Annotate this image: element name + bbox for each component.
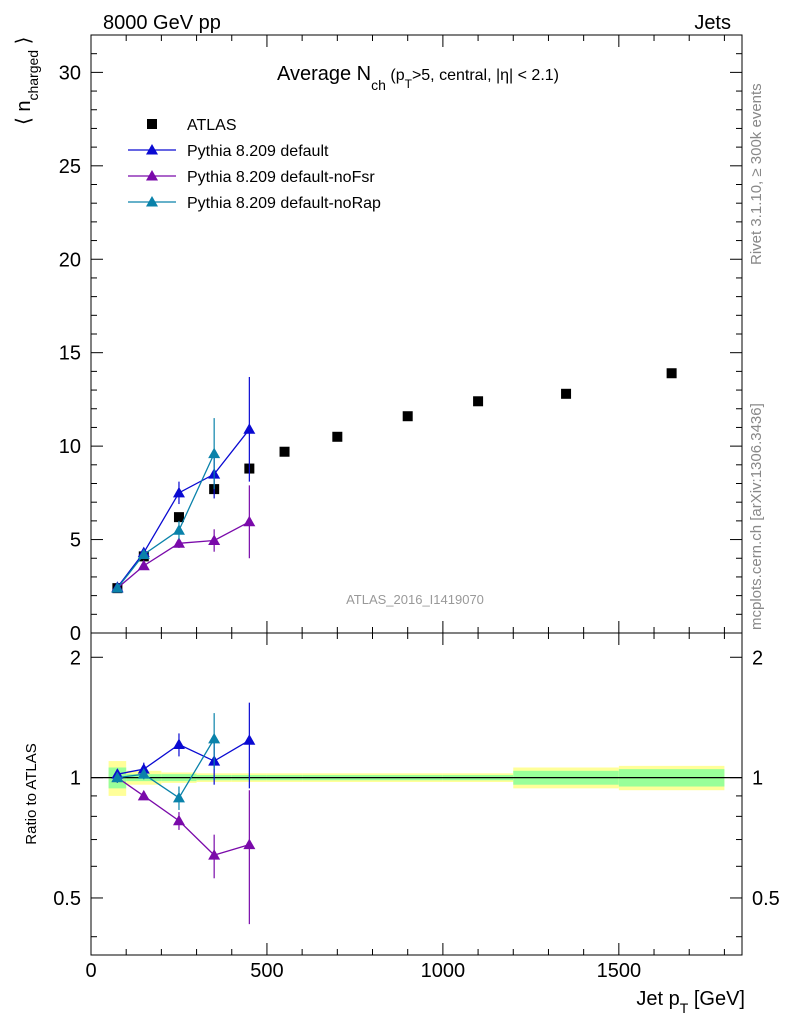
atlas-data-point [473, 396, 484, 407]
title-rest-sub: T [405, 77, 413, 91]
xlabel-main: Jet p [636, 988, 679, 1010]
x-axis-label: Jet pT [GeV] [636, 988, 745, 1016]
mcplots-label: mcplots.cern.ch [arXiv:1306.3436] [748, 403, 765, 630]
legend-label-noFsr: Pythia 8.209 default-noFsr [187, 169, 375, 186]
legend-marker-default [146, 144, 158, 155]
y-tick-label: 5 [70, 530, 81, 552]
ratio-point-noFsr [243, 838, 256, 850]
atlas-data-point [561, 388, 572, 399]
ratio-point-noFsr [208, 849, 221, 860]
point-noRap [208, 447, 221, 459]
ratio-point-noFsr [137, 789, 150, 801]
legend: ATLAS Pythia 8.209 default Pythia 8.209 de… [128, 117, 381, 212]
legend-marker-atlas [147, 119, 157, 129]
y-tick-label: 20 [59, 249, 81, 271]
atlas-data-point [173, 512, 184, 523]
ratio-y-tick-label-left: 0.5 [53, 888, 81, 910]
y-tick-label: 30 [59, 62, 81, 84]
header-left: 8000 GeV pp [103, 12, 221, 34]
x-tick-label: 0 [85, 960, 96, 982]
xlabel-unit: [GeV] [688, 988, 745, 1010]
ratio-y-tick-label-left: 1 [70, 768, 81, 790]
y-tick-label: 15 [59, 343, 81, 365]
point-noRap [137, 548, 150, 560]
ratio-point-default [172, 738, 185, 750]
point-noFsr [243, 515, 256, 527]
atlas-data-point [402, 411, 413, 422]
rivet-label: Rivet 3.1.10, ≥ 300k events [748, 83, 765, 265]
plot-title: Average Nch (pT>5, central, |η| < 2.1) [277, 63, 559, 93]
ratio-y-tick-label-right: 1 [752, 768, 763, 790]
y-axis-label: ⟨ ncharged ⟩ [13, 37, 41, 125]
ratio-plot-content [91, 702, 742, 925]
point-noFsr [208, 534, 221, 545]
ratio-plot-frame [90, 632, 743, 956]
axes-ticks: 0 500 1000 1500 0 5 10 15 20 25 30 0.5 0.5 1 1 2 2 [53, 34, 780, 982]
title-rest2: >5, central, |η| < 2.1) [412, 67, 559, 84]
xlabel-sub: T [680, 1000, 689, 1016]
ratio-point-noFsr [172, 814, 185, 826]
point-default [243, 423, 256, 434]
x-tick-label: 1500 [597, 960, 642, 982]
point-noRap [172, 524, 185, 535]
series-line-noFsr [116, 521, 250, 589]
ratio-y-tick-label-right: 2 [752, 647, 763, 669]
y-tick-label: 25 [59, 156, 81, 178]
ratio-point-noRap [137, 768, 150, 779]
title-sub: ch [371, 77, 386, 93]
ratio-line-noRap [117, 738, 215, 799]
point-noFsr [137, 559, 150, 571]
title-main: Average N [277, 63, 371, 85]
legend-label-ATLAS: ATLAS [187, 117, 237, 134]
legend-marker-noRap [146, 196, 158, 207]
ratio-axis-label: Ratio to ATLAS [23, 743, 40, 844]
x-tick-label: 500 [250, 960, 283, 982]
ylabel-sub: charged [25, 50, 41, 101]
analysis-watermark: ATLAS_2016_I1419070 [346, 592, 484, 607]
y-tick-label: 0 [70, 623, 81, 645]
point-default [172, 486, 185, 498]
title-rest1: (p [386, 67, 405, 84]
legend-label-default: Pythia 8.209 default [187, 143, 329, 160]
y-tick-label: 10 [59, 436, 81, 458]
atlas-data-point [279, 446, 290, 457]
ylabel-suffix: ⟩ [13, 37, 35, 50]
ratio-y-tick-label-right: 0.5 [752, 888, 780, 910]
ratio-line-default [117, 739, 250, 775]
ratio-point-noRap [172, 791, 185, 803]
ratio-point-noRap [111, 771, 124, 783]
atlas-data-point [332, 431, 343, 442]
series-line-noRap [116, 453, 215, 589]
header-right: Jets [694, 12, 731, 34]
point-noRap [111, 582, 124, 593]
main-plot-content [111, 368, 677, 594]
atlas-data-point [666, 368, 677, 379]
ylabel-prefix: ⟨ n [13, 101, 35, 125]
x-tick-label: 1000 [421, 960, 466, 982]
ratio-y-tick-label-left: 2 [70, 647, 81, 669]
ratio-point-noRap [208, 732, 221, 744]
point-noFsr [172, 537, 185, 548]
ratio-point-default [243, 734, 256, 745]
legend-label-noRap: Pythia 8.209 default-noRap [187, 195, 381, 212]
legend-marker-noFsr [146, 170, 158, 181]
